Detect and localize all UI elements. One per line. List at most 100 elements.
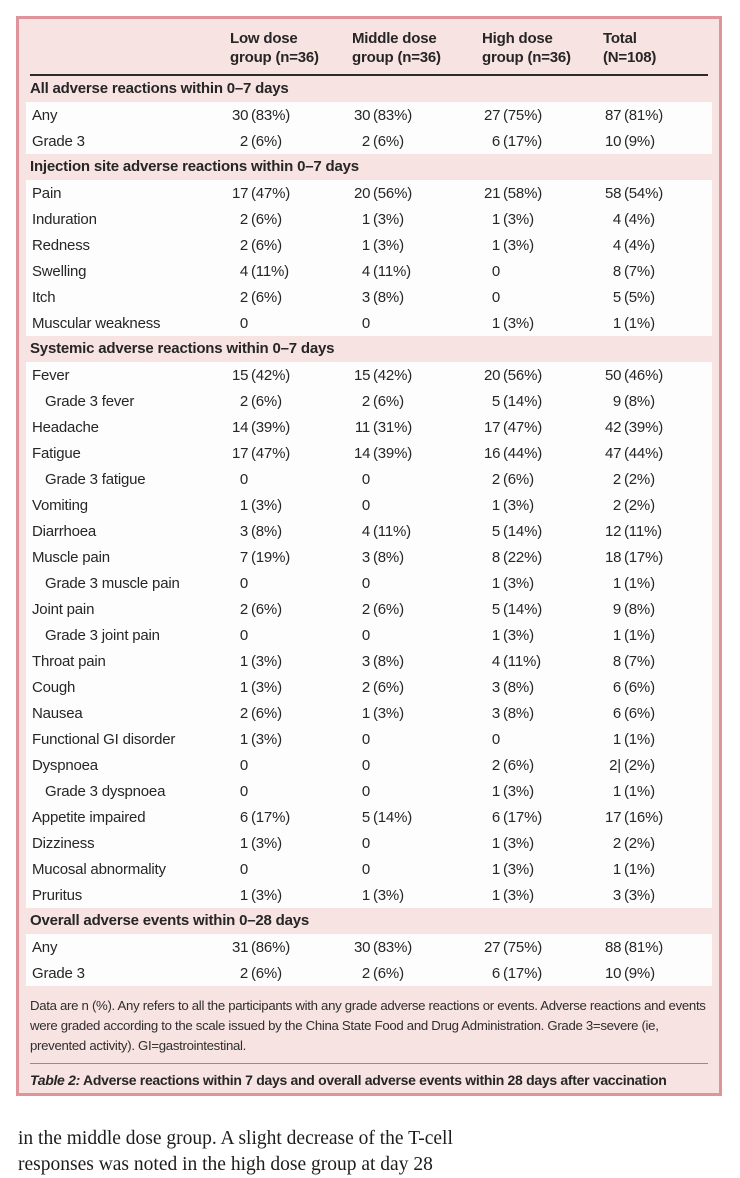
value-percent: (3%) [251,678,282,696]
value-cell: 6 (6%) [605,679,712,696]
value-count: 0 [491,730,500,748]
value-percent: (3%) [373,210,404,228]
value-count: 88 [605,938,622,956]
value-count: 27 [484,106,501,124]
value-cell: 1 (1%) [605,575,712,592]
value-cell: 87 (81%) [605,107,712,124]
value-count: 14 [232,418,249,436]
value-percent: (3%) [251,730,282,748]
value-count: 17 [232,184,249,202]
value-cell: 17 (47%) [484,419,605,436]
value-percent: (5%) [624,288,655,306]
value-count: 1 [491,886,500,904]
row-label: Grade 3 muscle pain [45,574,180,592]
value-cell: 1 (3%) [484,887,605,904]
value-count: 0 [491,262,500,280]
value-cell: 5 (14%) [354,809,484,826]
value-percent: (7%) [624,652,655,670]
value-cell: 1 (3%) [232,653,354,670]
row-label: Headache [32,418,99,436]
value-percent: (11%) [373,262,411,280]
value-percent: (39%) [624,418,664,436]
value-percent: (3%) [251,496,282,514]
value-percent: (2%) [624,756,655,774]
value-cell: 2 (6%) [232,601,354,618]
value-percent: (8%) [251,522,282,540]
section: All adverse reactions within 0–7 days Any… [19,76,719,154]
value-count: 4 [361,522,370,540]
value-cell: 2 (6%) [232,237,354,254]
value-count: 1 [612,730,621,748]
value-cell: 2 (6%) [232,133,354,150]
value-cell: 3 (8%) [232,523,354,540]
column-header-low-dose: Low dose group (n=36) [230,29,352,67]
value-count: 2 [361,132,370,150]
value-count: 15 [354,366,371,384]
value-count: 4 [612,210,621,228]
value-percent: (6%) [624,704,655,722]
value-percent: (8%) [624,600,655,618]
value-percent: (81%) [624,106,664,124]
value-count: 8 [612,652,621,670]
value-count: 42 [605,418,622,436]
value-count: 1 [612,314,621,332]
value-cell: 2 (6%) [232,705,354,722]
value-percent: (14%) [503,600,543,618]
value-count: 0 [361,730,370,748]
value-cell: 0 [484,731,605,748]
value-count: 0 [361,574,370,592]
value-count: 1 [612,626,621,644]
value-percent: (3%) [251,834,282,852]
value-percent: (8%) [624,392,655,410]
value-cell: 18 (17%) [605,549,712,566]
value-cell: 9 (8%) [605,601,712,618]
value-percent: (14%) [373,808,413,826]
value-count: 17 [484,418,501,436]
value-percent: (6%) [251,288,282,306]
column-header-line2: group (n=36) [352,49,441,66]
value-cell: 2 (6%) [484,757,605,774]
value-count: 1 [361,236,370,254]
value-percent: (1%) [624,730,655,748]
value-cell: 6 (17%) [484,133,605,150]
value-count: 8 [491,548,500,566]
table-row: Nausea 2 (6%) 1 (3%) 3 (8%) 6 (6%) [26,700,712,726]
value-percent: (83%) [251,106,291,124]
value-count: 1 [239,834,248,852]
value-cell: 0 [232,861,354,878]
table-row: Mucosal abnormality 0 0 1 (3%) 1 (1%) [26,856,712,882]
value-count: 2 [612,470,621,488]
value-percent: (19%) [251,548,291,566]
row-label: Grade 3 dyspnoea [45,782,166,800]
value-cell: 0 [484,263,605,280]
section-body: Any 31 (86%) 30 (83%) 27 (75%) 88 (81%) Grade 3 2(… [26,934,712,986]
value-cell: 4 (4%) [605,237,712,254]
value-percent: (3%) [373,886,404,904]
value-cell: 0 [354,471,484,488]
value-percent: (6%) [373,132,404,150]
value-cell: 1 (3%) [232,731,354,748]
value-count: 4 [491,652,500,670]
value-percent: (44%) [624,444,664,462]
value-percent: (17%) [251,808,291,826]
value-percent: (58%) [503,184,543,202]
value-percent: (4%) [624,210,655,228]
value-percent: (8%) [373,548,404,566]
value-count: 1 [612,782,621,800]
value-percent: (2%) [624,496,655,514]
table-row: Grade 3 joint pain 0 0 1 (3%) 1 (1%) [26,622,712,648]
value-cell: 0 [354,575,484,592]
value-cell: 4 (11%) [232,263,354,280]
value-cell: 1 (1%) [605,783,712,800]
header-rule [30,74,708,76]
value-cell: 14 (39%) [354,445,484,462]
value-cell: 11 (31%) [354,419,484,436]
value-count: 1 [491,496,500,514]
table-row: Grade 3 fever 2 (6%) 2 (6%) 5 (14%) 9 (8%) [26,388,712,414]
value-cell: 47 (44%) [605,445,712,462]
value-count: 30 [354,106,371,124]
column-header-line2: group (n=36) [230,49,319,66]
value-cell: 58 (54%) [605,185,712,202]
value-count: 1 [491,626,500,644]
value-count: 10 [605,132,622,150]
